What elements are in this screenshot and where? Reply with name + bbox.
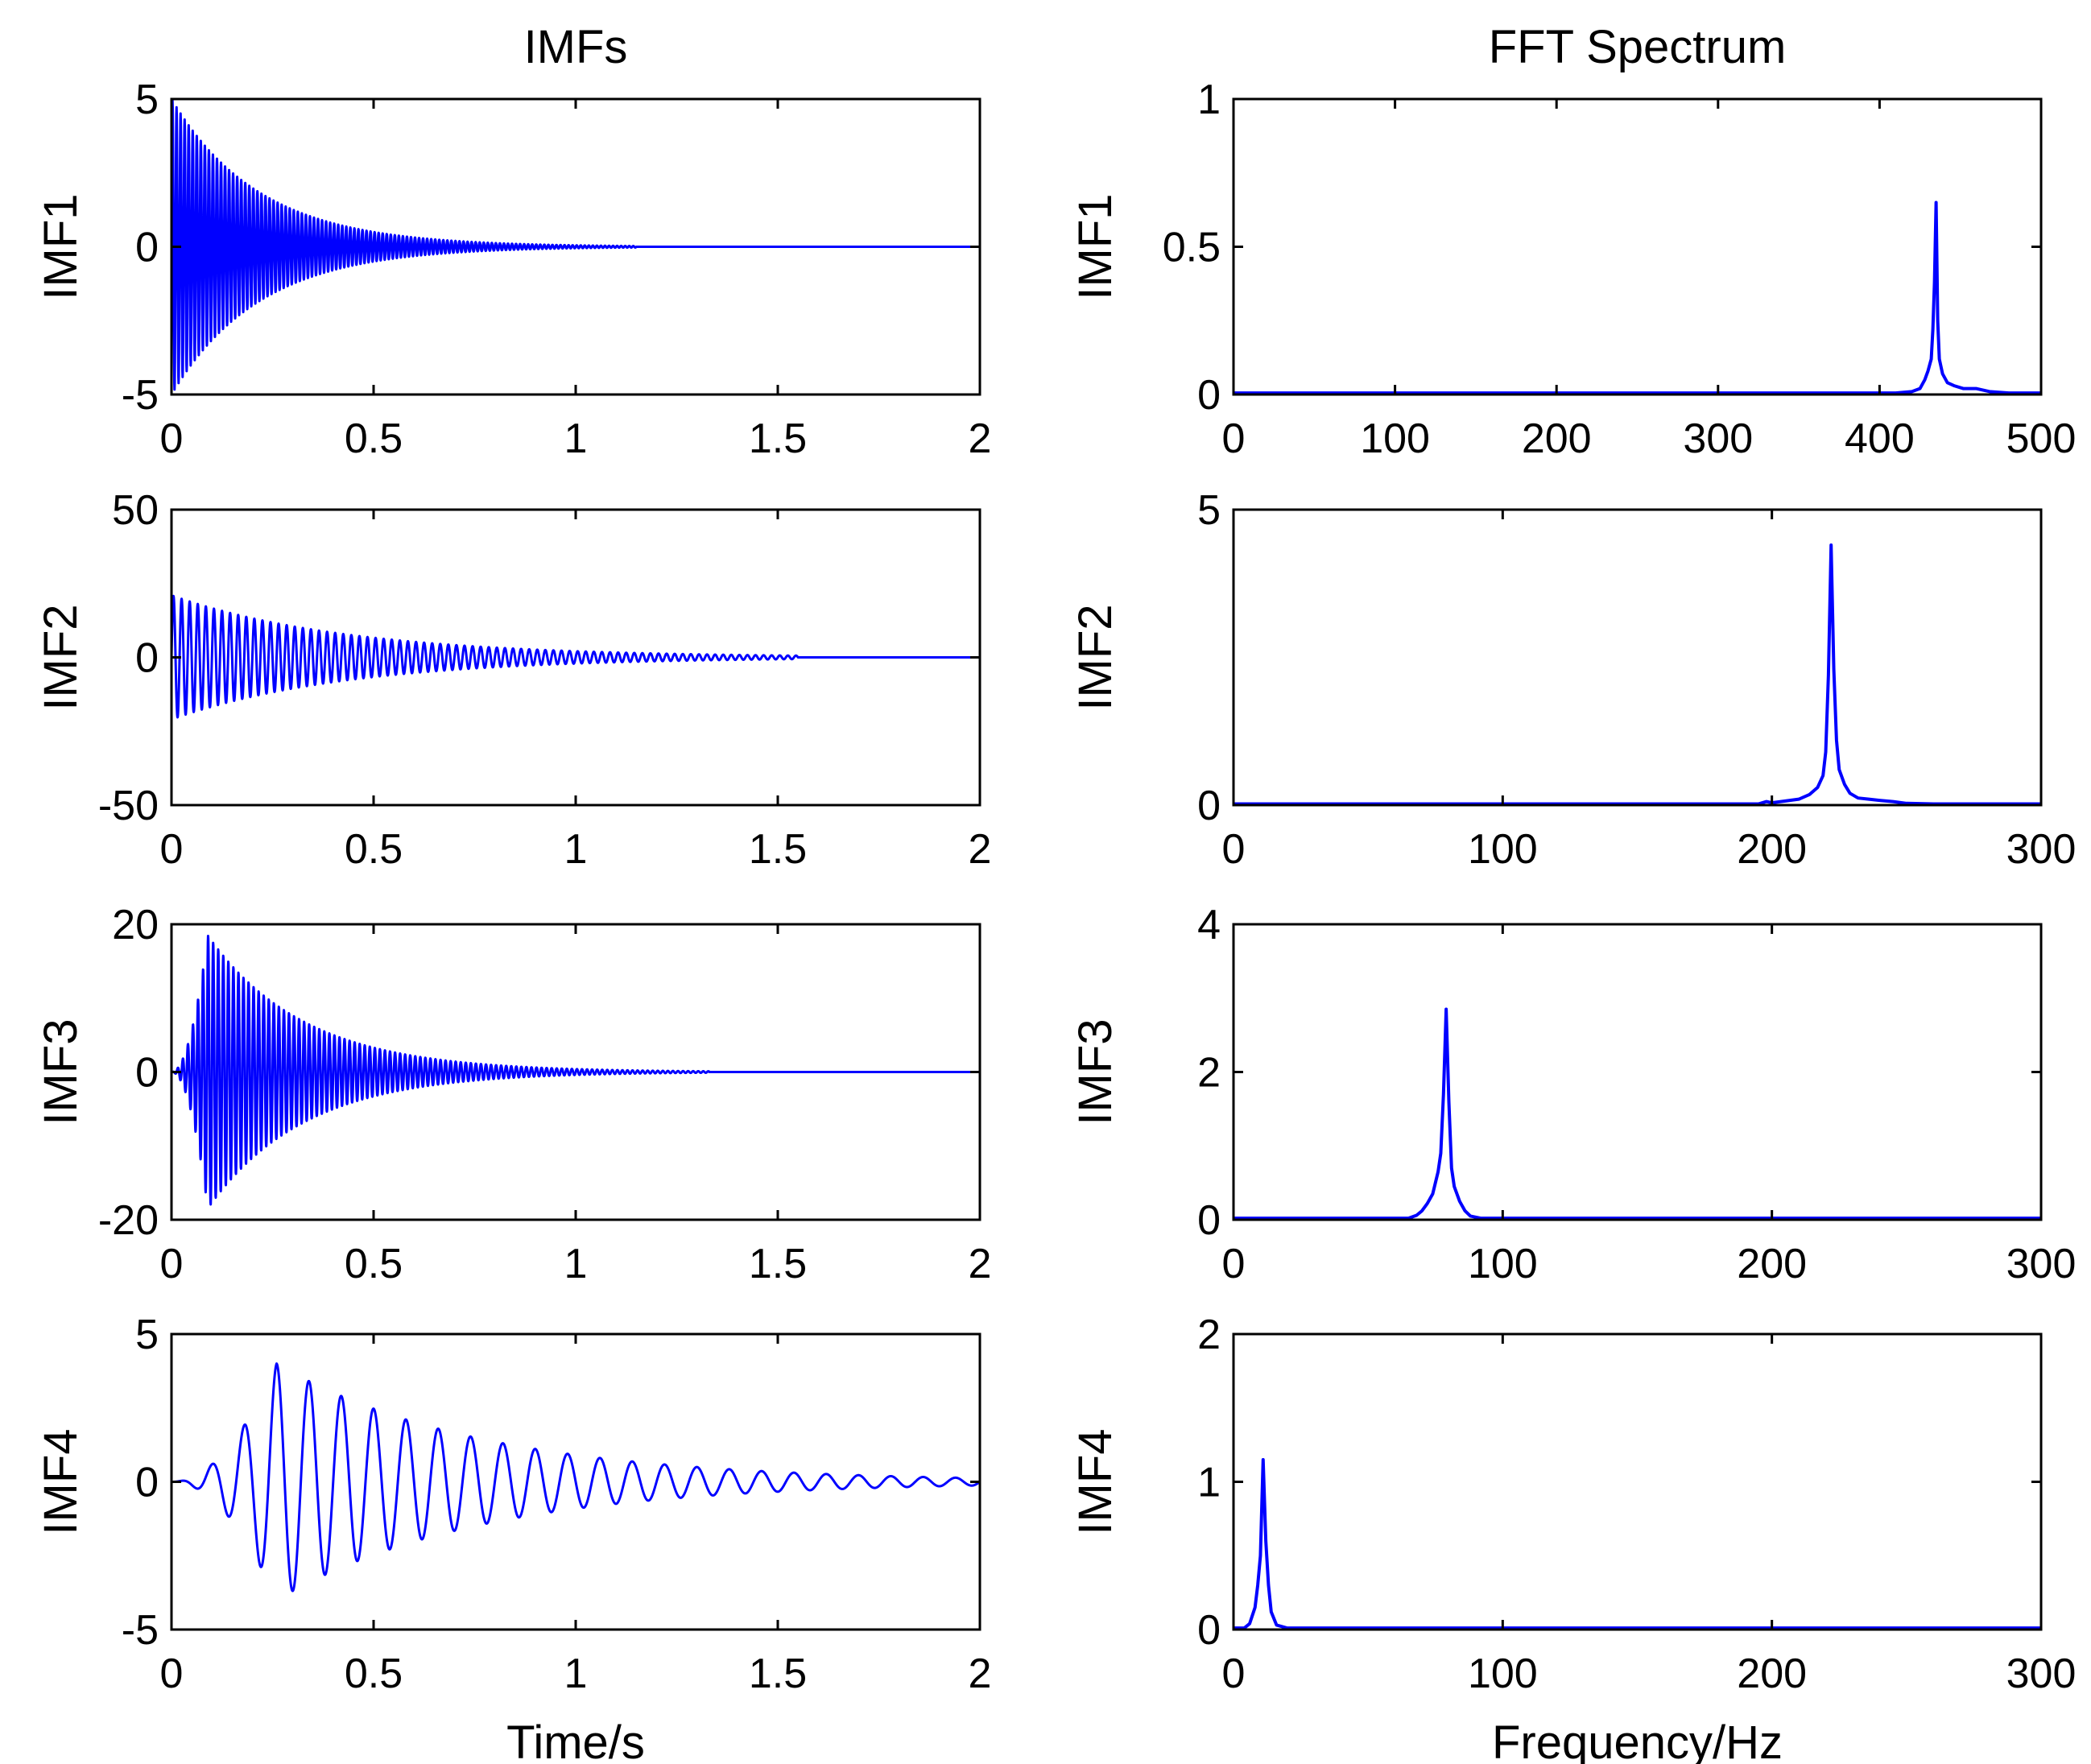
x-tick-label: 200 (1737, 826, 1807, 873)
x-tick-label: 0.5 (345, 1241, 403, 1287)
data-series-line (171, 594, 980, 719)
data-series-line (1234, 1457, 2041, 1630)
y-tick-label: 0 (135, 635, 159, 682)
y-tick-label: 1 (1197, 76, 1221, 123)
subplot-imf2-right: 0 100 200 300 0 5 IMF2 (1069, 487, 2076, 873)
x-tick-label: 1 (564, 415, 588, 462)
y-tick-label: 2 (1197, 1050, 1221, 1097)
subplot-title: FFT Spectrum (1489, 21, 1787, 73)
y-axis-label: IMF3 (35, 1018, 87, 1125)
x-tick-label: 100 (1360, 415, 1430, 462)
x-tick-label: 100 (1468, 1241, 1538, 1287)
x-tick-label: 0 (1222, 1650, 1246, 1697)
data-series-line (171, 934, 980, 1206)
x-tick-label: 200 (1737, 1241, 1807, 1287)
x-tick-label: 1 (564, 826, 588, 873)
x-tick-label: 2 (969, 415, 992, 462)
x-tick-label: 1.5 (749, 1650, 807, 1697)
y-tick-label: -5 (122, 372, 159, 419)
subplot-title: IMFs (524, 21, 628, 73)
y-tick-label: 0 (135, 1460, 159, 1506)
x-tick-label: 1.5 (749, 826, 807, 873)
y-tick-label: 4 (1197, 902, 1221, 948)
y-tick-label: 5 (135, 76, 159, 123)
x-tick-label: 300 (2006, 826, 2077, 873)
y-axis-label: IMF3 (1069, 1018, 1122, 1125)
x-tick-label: 100 (1468, 826, 1538, 873)
axes-box (1232, 923, 2043, 1221)
y-tick-label: 2 (1197, 1312, 1221, 1358)
x-tick-label: 0.5 (345, 415, 403, 462)
data-series-line (1234, 1007, 2041, 1220)
data-series-line (1234, 200, 2041, 395)
y-axis-label: IMF2 (35, 604, 87, 710)
subplot-imf4-right: 0 100 200 300 0 1 2 IMF4 Frequency/Hz (1069, 1312, 2076, 1764)
x-tick-label: 0 (160, 1650, 184, 1697)
x-tick-label: 1 (564, 1241, 588, 1287)
x-tick-label: 0 (160, 1241, 184, 1287)
y-tick-label: 0 (1197, 1197, 1221, 1244)
x-tick-label: 0 (160, 415, 184, 462)
x-tick-label: 400 (1845, 415, 1915, 462)
x-tick-label: 0.5 (345, 1650, 403, 1697)
y-tick-label: -5 (122, 1607, 159, 1654)
y-axis-label: IMF1 (1069, 193, 1122, 300)
y-tick-label: 0 (135, 225, 159, 271)
x-tick-label: 0.5 (345, 826, 403, 873)
subplot-imf3-right: 0 100 200 300 0 2 4 IMF3 (1069, 902, 2076, 1287)
data-series-line (171, 1362, 980, 1593)
y-tick-label: 5 (135, 1312, 159, 1358)
x-tick-label: 2 (969, 1241, 992, 1287)
x-tick-label: 100 (1468, 1650, 1538, 1697)
y-tick-label: 50 (112, 487, 159, 534)
y-tick-label: 0.5 (1163, 225, 1221, 271)
x-axis-label: Time/s (506, 1716, 645, 1764)
x-tick-label: 2 (969, 826, 992, 873)
x-tick-label: 1.5 (749, 1241, 807, 1287)
x-tick-label: 0 (1222, 1241, 1246, 1287)
y-tick-label: -20 (98, 1197, 159, 1244)
axes-box (1232, 508, 2043, 807)
y-tick-label: 5 (1197, 487, 1221, 534)
y-tick-label: 1 (1197, 1460, 1221, 1506)
x-tick-label: 1 (564, 1650, 588, 1697)
axes-box (1232, 1332, 2043, 1631)
x-tick-label: 300 (2006, 1241, 2077, 1287)
y-tick-label: 0 (1197, 783, 1221, 829)
x-tick-label: 500 (2006, 415, 2077, 462)
x-tick-label: 0 (1222, 826, 1246, 873)
x-tick-label: 300 (1683, 415, 1753, 462)
y-axis-label: IMF1 (35, 193, 87, 300)
x-tick-label: 0 (1222, 415, 1246, 462)
y-tick-label: 0 (1197, 1607, 1221, 1654)
x-tick-label: 2 (969, 1650, 992, 1697)
y-tick-label: 20 (112, 902, 159, 948)
data-series-line (1234, 543, 2041, 805)
x-tick-label: 300 (2006, 1650, 2077, 1697)
y-tick-label: 0 (135, 1050, 159, 1097)
x-tick-label: 200 (1522, 415, 1592, 462)
subplot-imf1-right: 0 100 200 300 400 500 0 0.5 1 IMF1 FFT Spectrum (1069, 21, 2076, 462)
x-axis-label: Frequency/Hz (1492, 1716, 1783, 1764)
y-tick-label: -50 (98, 783, 159, 829)
y-axis-label: IMF2 (1069, 604, 1122, 710)
axes-box (1232, 97, 2043, 396)
y-tick-label: 0 (1197, 372, 1221, 419)
x-tick-label: 200 (1737, 1650, 1807, 1697)
y-axis-label: IMF4 (35, 1428, 87, 1535)
x-tick-label: 0 (160, 826, 184, 873)
x-tick-label: 1.5 (749, 415, 807, 462)
data-series-line (171, 99, 980, 391)
y-axis-label: IMF4 (1069, 1428, 1122, 1535)
